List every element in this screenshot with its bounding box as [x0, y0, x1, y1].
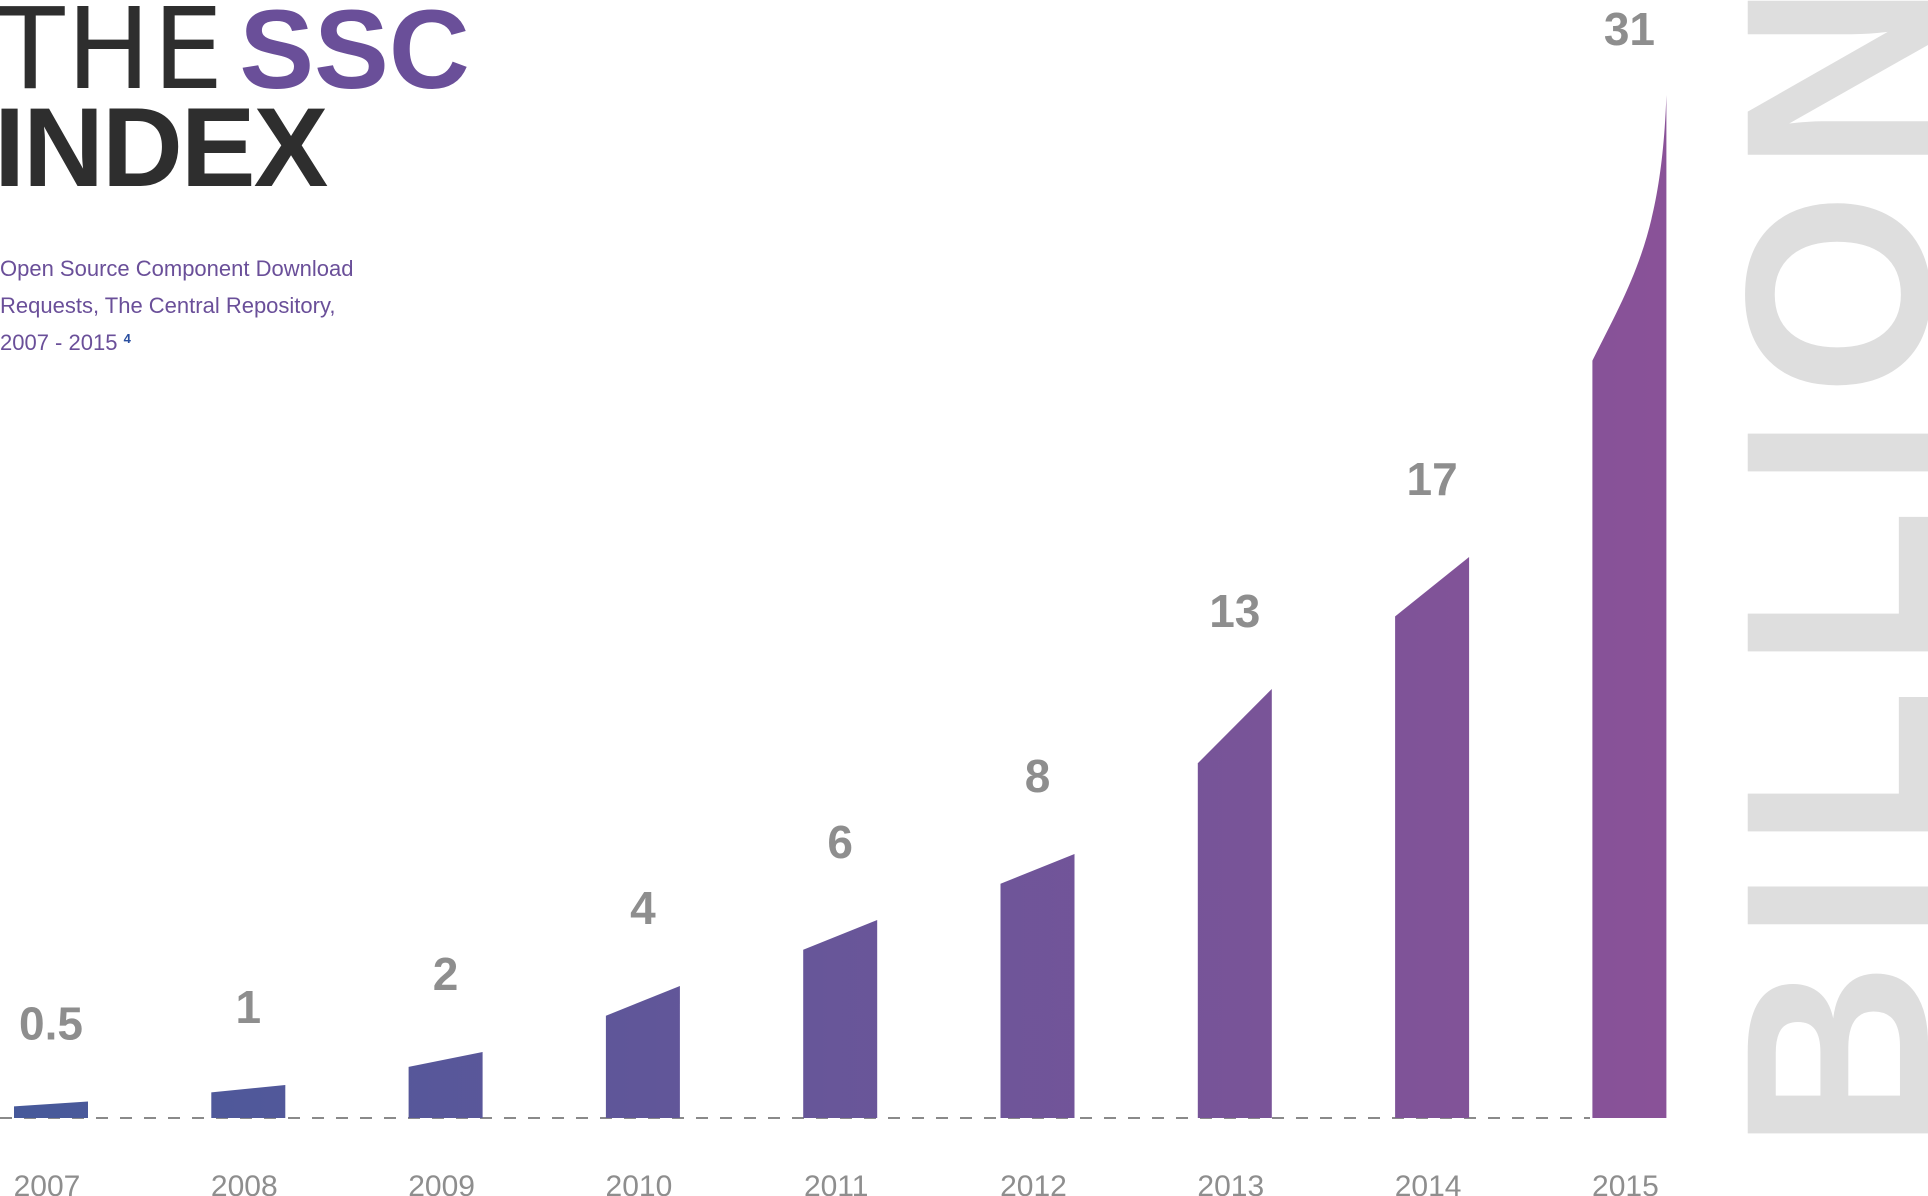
- value-label-2014: 17: [1407, 453, 1458, 505]
- value-label-2012: 8: [1025, 750, 1051, 802]
- year-labels-group: 2007 2008 2009 2010 2011 2012 2013 2014 2015: [14, 1170, 1659, 1196]
- bar-2011: [803, 920, 878, 1118]
- year-label-2011: 2011: [804, 1170, 869, 1196]
- footnote-marker: 4: [123, 331, 131, 346]
- title-line-1: THE SSC: [0, 0, 470, 106]
- bar-2009: [408, 1052, 483, 1118]
- value-label-2013: 13: [1209, 585, 1260, 637]
- year-label-2015: 2015: [1592, 1170, 1659, 1196]
- bar-2007: [14, 1101, 88, 1118]
- value-label-2010: 4: [630, 882, 656, 934]
- subtitle-line-3: 2007 - 2015: [0, 330, 118, 355]
- year-label-2012: 2012: [1000, 1170, 1067, 1196]
- value-label-2011: 6: [827, 816, 853, 868]
- bar-2012: [1000, 854, 1075, 1118]
- value-labels-group: 0.5 1 2 4 6 8 13 17 31: [19, 3, 1655, 1050]
- year-label-2009: 2009: [408, 1170, 475, 1196]
- chart-subtitle: Open Source Component Download Requests,…: [0, 250, 420, 361]
- bar-2014: [1395, 557, 1470, 1118]
- title-highlight: SSC: [239, 0, 470, 112]
- year-label-2010: 2010: [606, 1170, 673, 1196]
- value-label-2008: 1: [236, 981, 262, 1033]
- value-label-2009: 2: [433, 948, 459, 1000]
- bar-2010: [605, 986, 680, 1118]
- subtitle-line-2: Requests, The Central Repository,: [0, 293, 336, 318]
- year-label-2007: 2007: [14, 1170, 81, 1196]
- bar-2013: [1197, 689, 1272, 1118]
- value-label-2007: 0.5: [19, 998, 83, 1050]
- year-label-2013: 2013: [1197, 1170, 1264, 1196]
- title-prefix: THE: [0, 0, 226, 115]
- bars-group: [14, 95, 1667, 1118]
- value-label-2015: 31: [1604, 3, 1655, 55]
- year-label-2008: 2008: [211, 1170, 278, 1196]
- bar-2015: [1592, 95, 1667, 1118]
- year-label-2014: 2014: [1395, 1170, 1462, 1196]
- title-line-2: INDEX: [0, 85, 328, 210]
- bar-2008: [211, 1085, 286, 1118]
- subtitle-line-1: Open Source Component Download: [0, 256, 354, 281]
